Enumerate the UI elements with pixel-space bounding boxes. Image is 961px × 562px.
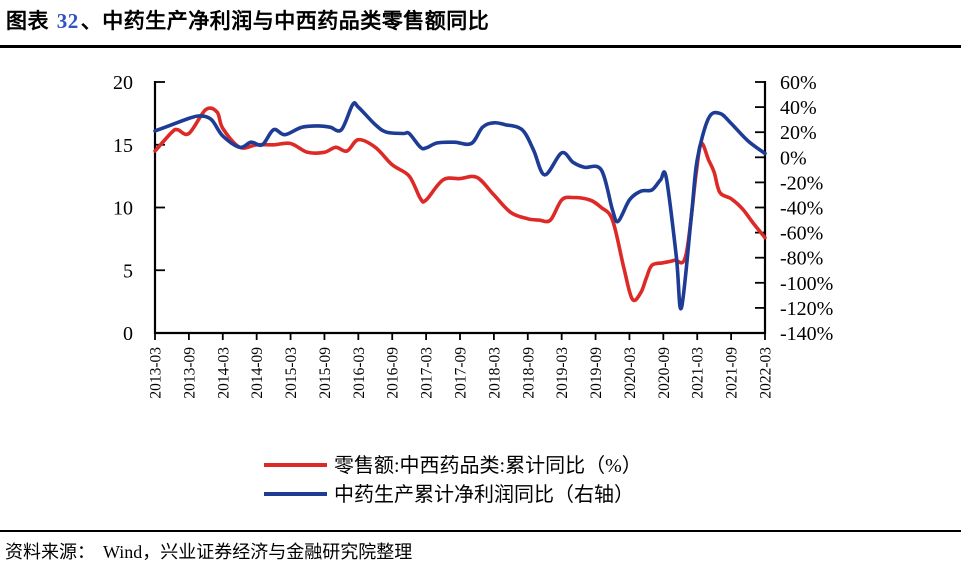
title-divider: [0, 45, 961, 48]
legend-label-retail-yoy: 零售额:中西药品类:累计同比（%）: [334, 454, 642, 477]
x-axis-tick-label: 2018-09: [520, 347, 537, 399]
left-axis-tick-label: 0: [123, 323, 133, 345]
x-axis-tick-label: 2020-03: [622, 347, 639, 399]
right-axis-tick-label: -40%: [780, 198, 823, 220]
x-axis-tick-label: 2017-09: [453, 347, 470, 399]
right-axis-tick-label: -140%: [780, 323, 833, 345]
source-line: 资料来源： Wind，兴业证券经济与金融研究院整理: [5, 538, 412, 562]
x-axis-tick-label: 2016-03: [351, 347, 368, 399]
x-axis-tick-label: 2013-09: [181, 347, 198, 399]
right-axis-tick-label: -20%: [780, 172, 823, 194]
series-line-tcm-profit-yoy: [153, 101, 767, 311]
x-axis-tick-label: 2015-03: [283, 347, 300, 399]
x-axis-tick-label: 2013-03: [148, 347, 165, 399]
right-axis-tick-label: 20%: [780, 122, 817, 144]
x-axis-tick-label: 2020-09: [656, 347, 673, 399]
line-chart: 20 15 10 5 0 60% 40% 20% 0% -20% -40% -60% -80% -100%…: [113, 72, 833, 506]
x-axis-tick-label: 2021-09: [724, 347, 741, 399]
x-axis-tick-label: 2017-03: [419, 347, 436, 399]
right-axis-tick-label: -120%: [780, 298, 833, 320]
x-axis-tick-label: 2022-03: [758, 347, 775, 399]
x-axis-tick-label: 2019-03: [554, 347, 571, 399]
x-axis-tick-label: 2014-03: [215, 347, 232, 399]
figure-title: 图表 32、中药生产净利润与中西药品类零售额同比: [6, 5, 489, 35]
source-label: 资料来源：: [5, 542, 95, 562]
figure-number: 32: [56, 9, 79, 33]
left-axis-tick-label: 20: [113, 72, 133, 94]
left-axis-tick-label: 15: [113, 135, 133, 157]
x-axis-tick-label: 2014-09: [249, 347, 266, 399]
figure-title-text: 、中药生产净利润与中西药品类零售额同比: [80, 9, 490, 33]
right-axis-tick-label: -100%: [780, 273, 833, 295]
x-axis-tick-label: 2015-09: [317, 347, 334, 399]
x-axis-tick-label: 2019-09: [588, 347, 605, 399]
x-axis-tick-label: 2021-03: [690, 347, 707, 399]
x-axis-tick-label: 2016-09: [385, 347, 402, 399]
figure-title-prefix: 图表: [6, 9, 55, 33]
right-axis-tick-label: 0%: [780, 147, 807, 169]
right-axis-tick-label: -80%: [780, 248, 823, 270]
left-axis-tick-label: 5: [123, 260, 133, 282]
right-axis-tick-label: -60%: [780, 223, 823, 245]
legend-label-tcm-profit-yoy: 中药生产累计净利润同比（右轴）: [334, 483, 634, 506]
source-divider: 资料来源： Wind，兴业证券经济与金融研究院整理: [0, 530, 961, 562]
left-axis-tick-label: 10: [113, 198, 133, 220]
source-text: Wind，兴业证券经济与金融研究院整理: [103, 542, 413, 562]
series-line-retail-yoy: [153, 106, 767, 303]
right-axis-tick-label: 40%: [780, 97, 817, 119]
right-axis-tick-label: 60%: [780, 72, 817, 94]
x-axis-tick-label: 2018-03: [486, 347, 503, 399]
